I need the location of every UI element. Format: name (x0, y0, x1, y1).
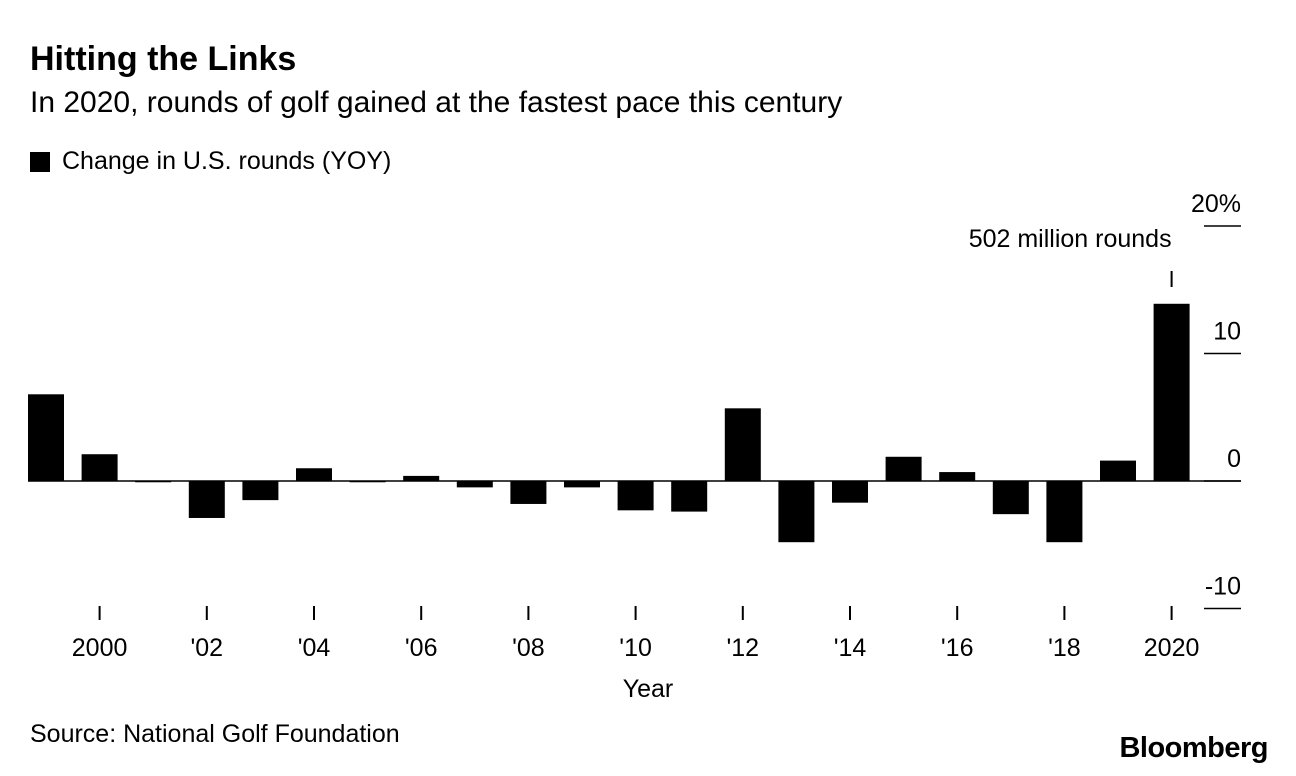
bar-2018 (1046, 481, 1083, 543)
annotation-label: 502 million rounds (969, 225, 1172, 253)
bar-2015 (885, 456, 922, 481)
legend-label: Change in U.S. rounds (YOY) (62, 147, 392, 175)
bar-2020 (1153, 303, 1190, 481)
x-tick-label: '18 (1048, 634, 1081, 662)
x-tick-label: '14 (834, 634, 867, 662)
bar-2010 (617, 481, 654, 511)
bar-2019 (1100, 460, 1136, 481)
y-tick-label: 10 (1213, 318, 1241, 346)
x-tick-label: 2020 (1144, 634, 1200, 662)
bar-2014 (832, 481, 868, 503)
bar-2004 (296, 468, 332, 481)
bar-2008 (510, 481, 547, 504)
x-tick-label: '10 (619, 634, 652, 662)
legend-swatch (30, 151, 50, 172)
bar-2011 (671, 481, 708, 512)
bar-2012 (724, 408, 761, 481)
bloomberg-logo: Bloomberg (1119, 732, 1268, 764)
bar-2002 (188, 481, 225, 518)
x-tick-label: '08 (512, 634, 545, 662)
source-note: Source: National Golf Foundation (30, 720, 400, 748)
x-tick-label: '06 (405, 634, 438, 662)
x-tick-label: '02 (191, 634, 224, 662)
bar-2003 (242, 481, 279, 501)
y-tick-label: 20% (1191, 190, 1241, 218)
bar-2017 (992, 481, 1029, 515)
chart-title: Hitting the Links (30, 40, 297, 78)
y-tick-label: -10 (1205, 573, 1241, 601)
x-tick-label: '04 (298, 634, 331, 662)
bar-2006 (403, 475, 440, 481)
bar-2007 (456, 481, 493, 488)
bar-2016 (939, 472, 976, 481)
bar-2009 (564, 481, 600, 488)
x-tick-label: '16 (941, 634, 974, 662)
bar-2013 (778, 481, 815, 543)
x-axis-title: Year (623, 675, 674, 703)
chart-subtitle: In 2020, rounds of golf gained at the fa… (30, 86, 843, 119)
x-tick-label: 2000 (72, 634, 128, 662)
bar-2000 (81, 454, 118, 481)
bar-1999 (28, 394, 64, 481)
chart-legend: Change in U.S. rounds (YOY) (30, 147, 391, 176)
y-tick-label: 0 (1227, 445, 1241, 473)
x-tick-label: '12 (727, 634, 760, 662)
